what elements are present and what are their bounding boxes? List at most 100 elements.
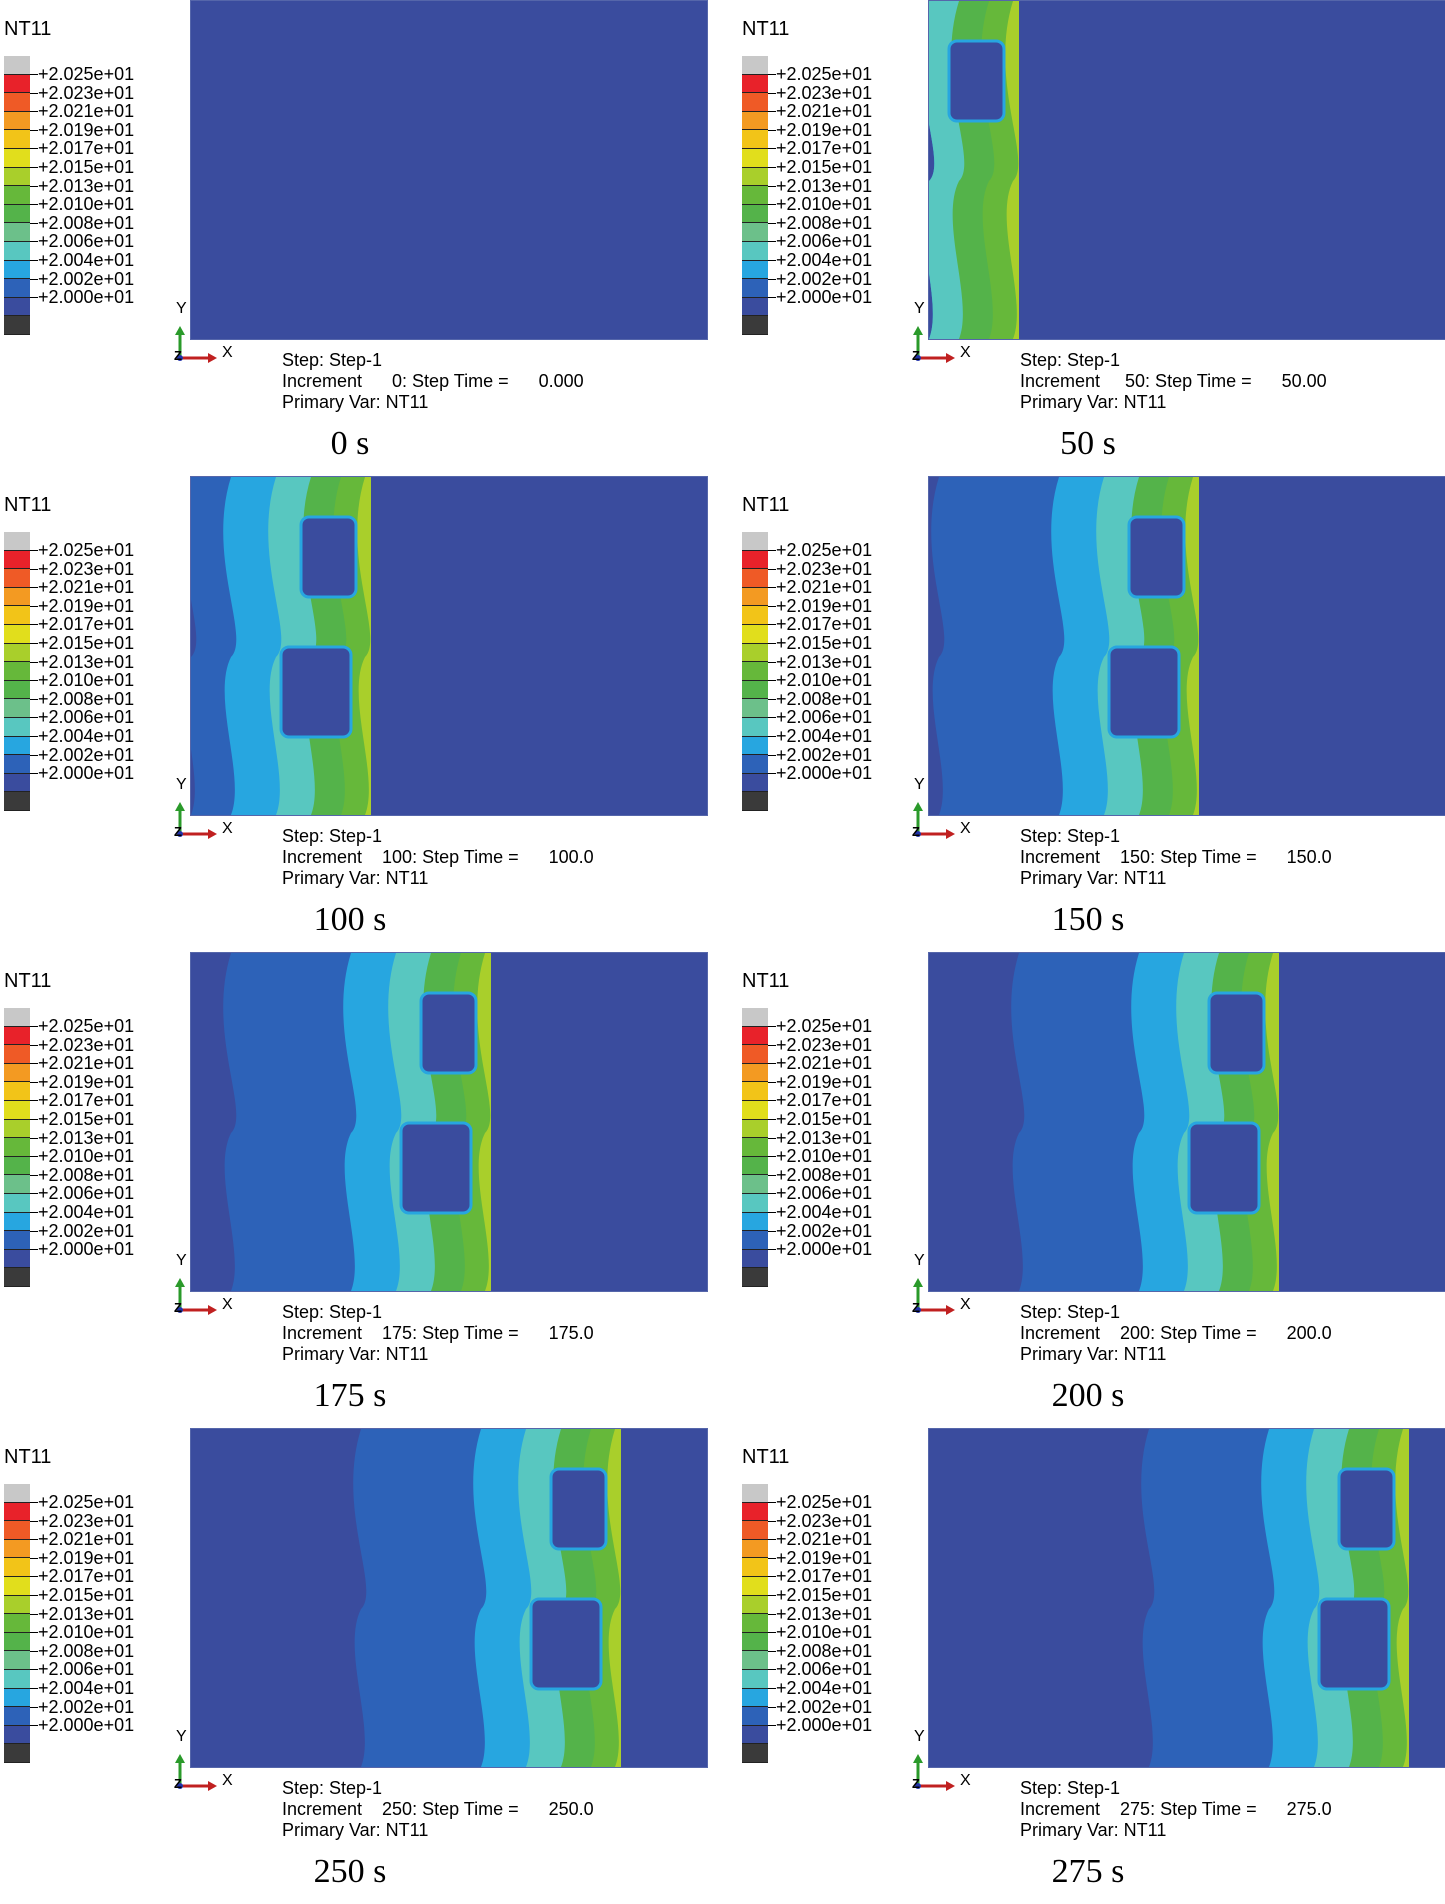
legend-swatch (742, 167, 768, 187)
legend-swatch (4, 1725, 30, 1745)
time-caption: 100 s (313, 901, 387, 938)
legend-swatch (742, 1268, 768, 1287)
legend-swatch (4, 1138, 30, 1157)
legend-swatch (4, 606, 30, 625)
legend-swatch (4, 569, 30, 588)
axis-triad-icon (175, 1754, 217, 1791)
color-legend: +2.025e+01 +2.023e+01 +2.021e+01 +2.019e+01… (742, 1008, 932, 1287)
color-legend: +2.025e+01 +2.023e+01 +2.021e+01 +2.019e+01… (742, 56, 932, 335)
legend-value: +2.006e+01 (38, 1659, 135, 1680)
contour-band (357, 477, 371, 815)
legend-swatch (742, 1669, 768, 1689)
legend-value: +2.017e+01 (776, 138, 873, 159)
axis-z-label: Z (174, 824, 182, 839)
legend-swatch (4, 130, 30, 149)
axis-z-label: Z (174, 1300, 182, 1315)
step-info-primary: Primary Var: NT11 (282, 392, 429, 412)
contour-band (1005, 1, 1019, 339)
axis-z-label: Z (174, 1776, 182, 1791)
contour-plot (928, 952, 1445, 1292)
time-caption: 200 s (1051, 1377, 1125, 1414)
legend-variable: NT11 (4, 18, 52, 40)
legend-swatch (4, 1502, 30, 1522)
legend-value: +2.013e+01 (38, 651, 135, 672)
time-caption: 50 s (1060, 425, 1116, 462)
legend-swatch (4, 260, 30, 280)
legend-swatch (742, 1045, 768, 1064)
axis-x-label: X (960, 1772, 971, 1789)
legend-swatch (4, 587, 30, 607)
legend-swatch (742, 1651, 768, 1670)
legend-swatch (742, 1138, 768, 1157)
legend-swatch (742, 1063, 768, 1083)
legend-swatch (4, 717, 30, 737)
legend-swatch (742, 186, 768, 205)
legend-swatch (4, 223, 30, 242)
legend-swatch (742, 680, 768, 700)
time-caption: 0 s (330, 425, 370, 462)
step-info-primary: Primary Var: NT11 (282, 868, 429, 888)
legend-swatch (742, 755, 768, 774)
legend-value: +2.002e+01 (776, 268, 873, 289)
cavity-region (1207, 991, 1266, 1075)
legend-swatch (4, 643, 30, 663)
legend-value: +2.010e+01 (38, 194, 135, 215)
legend-swatch (4, 1249, 30, 1269)
step-info-primary: Primary Var: NT11 (1020, 1344, 1167, 1364)
legend-variable: NT11 (742, 18, 790, 40)
legend-value: +2.023e+01 (38, 82, 135, 103)
legend-value: +2.017e+01 (38, 614, 135, 635)
contour-panel: NT11 +2.025e+01 +2.023e+01 +2.021e+01 +2.019… (738, 1428, 1445, 1904)
contour-band (477, 953, 491, 1291)
legend-value: +2.025e+01 (38, 64, 135, 84)
legend-swatch (742, 1744, 768, 1763)
axis-triad-icon (175, 1278, 217, 1315)
step-info-primary: Primary Var: NT11 (282, 1344, 429, 1364)
legend-value: +2.019e+01 (776, 119, 873, 140)
legend-value: +2.000e+01 (776, 1239, 873, 1260)
legend-swatch (742, 1156, 768, 1176)
step-info-primary: Primary Var: NT11 (1020, 392, 1167, 412)
legend-value: +2.021e+01 (38, 1053, 135, 1074)
legend-value: +2.019e+01 (776, 1071, 873, 1092)
axis-y-label: Y (914, 1252, 925, 1269)
axis-z-label: Z (912, 824, 920, 839)
legend-value: +2.010e+01 (776, 1622, 873, 1643)
legend-swatch (4, 1045, 30, 1064)
legend-value: +2.002e+01 (38, 1696, 135, 1717)
axis-y-label: Y (914, 1728, 925, 1745)
legend-value: +2.013e+01 (38, 1127, 135, 1148)
legend-swatch (4, 1669, 30, 1689)
legend-value: +2.025e+01 (38, 1016, 135, 1036)
legend-value: +2.013e+01 (776, 1127, 873, 1148)
contour-band (1185, 477, 1199, 815)
legend-value: +2.025e+01 (776, 1016, 873, 1036)
legend-swatch (4, 1231, 30, 1250)
legend-swatch (742, 260, 768, 280)
legend-swatch (4, 74, 30, 94)
axis-z-label: Z (912, 1300, 920, 1315)
legend-swatch (742, 1502, 768, 1522)
legend-value: +2.019e+01 (776, 1547, 873, 1568)
legend-swatch (742, 279, 768, 298)
legend-swatch (742, 569, 768, 588)
legend-value: +2.002e+01 (38, 1220, 135, 1241)
legend-value: +2.000e+01 (38, 763, 135, 784)
axis-x-label: X (960, 820, 971, 837)
legend-swatch (742, 1521, 768, 1540)
legend-value: +2.004e+01 (38, 725, 135, 746)
legend-value: +2.008e+01 (38, 688, 135, 709)
legend-swatch (742, 1008, 768, 1027)
legend-swatch (742, 792, 768, 811)
legend-swatch (4, 1026, 30, 1046)
legend-swatch (4, 773, 30, 793)
axis-x-label: X (222, 344, 233, 361)
legend-swatch (4, 662, 30, 681)
legend-swatch (4, 167, 30, 187)
legend-swatch (742, 130, 768, 149)
legend-value: +2.010e+01 (776, 670, 873, 691)
legend-swatch (742, 1688, 768, 1708)
legend-value: +2.021e+01 (776, 1053, 873, 1074)
step-info: Step: Step-1 Increment 0: Step Time = 0.0… (282, 350, 584, 413)
legend-value: +2.025e+01 (776, 1492, 873, 1512)
